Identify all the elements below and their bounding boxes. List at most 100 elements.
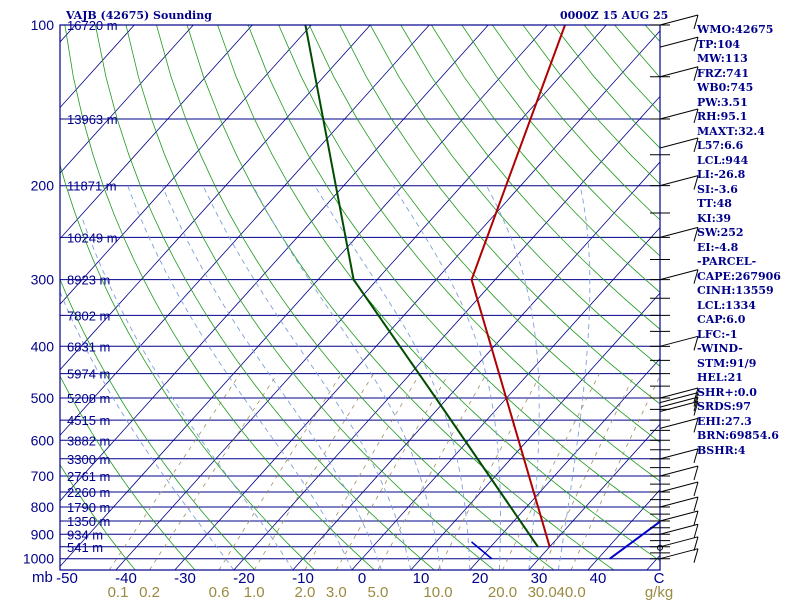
temperature-tick-label: -20 — [233, 570, 255, 587]
index-value: TT:48 — [697, 197, 732, 210]
index-value: MW:113 — [697, 52, 748, 65]
index-value: CINH:13559 — [697, 284, 774, 297]
mixing-ratio-line — [253, 373, 375, 570]
isotherm-line — [60, 25, 548, 568]
pressure-label: 400 — [31, 338, 55, 354]
dewpoint-profile — [304, 25, 539, 548]
dry-adiabat — [247, 25, 660, 522]
moist-adiabat — [202, 185, 412, 570]
dry-adiabat — [278, 25, 660, 482]
isotherm-line — [469, 358, 660, 570]
temperature-tick-label: -30 — [174, 570, 196, 587]
height-label: 934 m — [67, 527, 103, 542]
dry-adiabat — [369, 25, 660, 367]
wind-barb — [693, 396, 699, 412]
dry-adiabat — [60, 464, 136, 570]
temperature-tick-label: -10 — [292, 570, 314, 587]
temperature-tick-label: 0 — [358, 570, 366, 587]
pressure-label: 900 — [31, 526, 55, 542]
index-value: SI:-3.6 — [697, 182, 738, 196]
mixing-ratio-line — [218, 373, 342, 570]
index-value: STM:91/9 — [697, 356, 757, 370]
height-label: 1790 m — [67, 500, 110, 515]
height-label: 5208 m — [67, 391, 110, 406]
temperature-profile — [470, 25, 566, 548]
temperature-tick-label: 10 — [413, 570, 430, 587]
height-label: 11871 m — [67, 179, 117, 194]
moist-adiabat — [81, 217, 294, 570]
wind-barb — [659, 392, 699, 404]
isotherm-line — [60, 25, 430, 436]
wind-barb — [659, 401, 699, 413]
wind-barb — [693, 227, 699, 242]
index-value: EHI:27.3 — [697, 414, 752, 428]
pressure-axis-unit: mb — [32, 569, 53, 586]
height-label: 3882 m — [67, 433, 110, 448]
wind-barb — [693, 36, 699, 52]
temperature-tick-label: 40 — [590, 570, 607, 587]
mixing-ratio-line — [335, 373, 450, 570]
dry-adiabat — [217, 25, 660, 562]
height-label: 5974 m — [67, 367, 110, 382]
index-value: LCL:1334 — [697, 298, 756, 312]
isotherm-line — [174, 30, 660, 570]
wind-profile-line — [609, 520, 660, 560]
pressure-label: 800 — [31, 499, 55, 515]
index-value: SRDS:97 — [697, 400, 751, 413]
dry-adiabat — [186, 25, 615, 570]
wind-barb — [659, 417, 699, 429]
index-value: CAP:6.0 — [697, 313, 746, 326]
temperature-tick-label: -50 — [56, 570, 78, 587]
wind-barb — [659, 387, 699, 399]
height-label: 8923 m — [67, 273, 110, 288]
index-value: TP:104 — [697, 37, 741, 51]
isotherm-line — [60, 25, 194, 174]
mixing-ratio-line — [541, 373, 636, 570]
height-label: 3300 m — [67, 452, 110, 467]
wind-barb — [659, 448, 699, 460]
wind-barb — [659, 226, 699, 238]
temperature-tick-label: 30 — [531, 570, 548, 587]
dry-adiabat — [64, 25, 375, 570]
temperature-tick-label: 20 — [472, 570, 489, 587]
wind-barb — [659, 496, 699, 508]
mixing-ratio-label: 3.0 — [326, 584, 347, 600]
surface-profile-line — [470, 541, 493, 560]
height-label: 1350 m — [67, 514, 110, 529]
chart-title: VAJB (42675) Sounding — [66, 9, 212, 22]
wind-barb — [659, 175, 699, 187]
mixing-ratio-line — [437, 373, 542, 570]
index-value: LCL:944 — [697, 153, 749, 167]
pressure-label: 1000 — [23, 551, 54, 567]
wind-barb — [693, 448, 699, 463]
wind-barb — [659, 335, 699, 347]
wind-barb — [693, 175, 699, 190]
mixing-ratio-label: 0.2 — [139, 584, 160, 600]
wind-barb — [659, 481, 699, 493]
mixing-ratio-label: 30.0 — [528, 584, 557, 600]
pressure-label: 500 — [31, 390, 55, 406]
height-label: 10249 m — [67, 230, 118, 245]
mixing-ratio-line — [502, 373, 600, 570]
index-value: BRN:69854.6 — [697, 429, 779, 442]
mixing-ratio-label: 0.1 — [108, 584, 129, 600]
height-label: 16720 m — [67, 18, 118, 33]
mixing-ratio-unit: g/kg — [645, 584, 673, 600]
wind-barb — [693, 336, 699, 351]
wind-barb — [693, 392, 699, 407]
isotherm-line — [60, 25, 312, 305]
index-value: PW:3.51 — [697, 95, 748, 109]
height-label: 4515 m — [67, 413, 110, 428]
dry-adiabat — [308, 25, 660, 443]
mixing-ratio-label: 40.0 — [557, 584, 586, 600]
mixing-ratio-label: 5.0 — [367, 584, 388, 600]
wind-barb — [693, 510, 699, 526]
moist-adiabat — [392, 185, 501, 570]
pressure-label: 600 — [31, 432, 55, 448]
wind-barb — [693, 496, 699, 512]
wind-barb — [693, 481, 699, 497]
isotherm-line — [528, 423, 660, 570]
moist-adiabat — [60, 290, 235, 570]
temperature-tick-label: -40 — [115, 570, 137, 587]
